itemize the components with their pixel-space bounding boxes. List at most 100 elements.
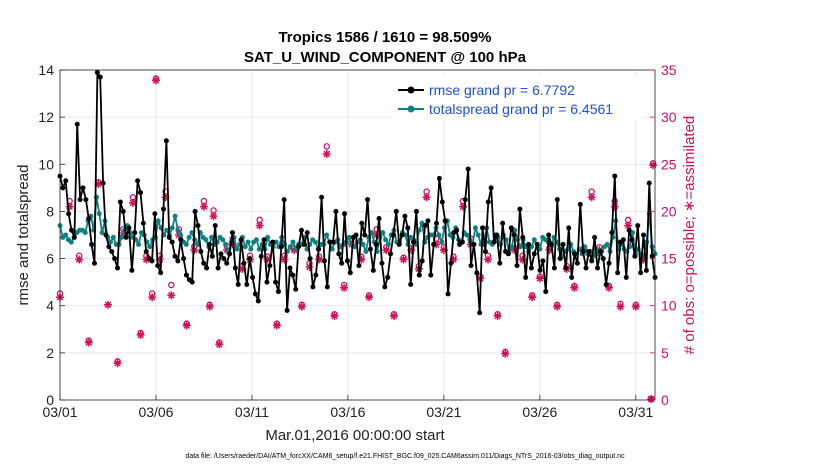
- series-point-rmse: [178, 237, 184, 243]
- series-point-rmse: [413, 208, 419, 214]
- obs-assimilated-point: [215, 340, 224, 349]
- ticks: 0 2 4 6 8 10 12 14 0 5 10 15 20 25 30 35 03/01 03/06 03/11…: [38, 62, 676, 420]
- series-point-rmse: [152, 211, 158, 217]
- series-point-rmse: [531, 251, 537, 257]
- asterisk-stroke: [553, 303, 561, 310]
- series-point-rmse: [143, 249, 149, 254]
- y-tick-label: 0: [46, 392, 54, 408]
- series-point-rmse: [370, 267, 376, 273]
- asterisk-stroke: [215, 341, 223, 348]
- series-point-rmse: [60, 185, 66, 191]
- series-point-rmse: [480, 225, 486, 231]
- series-point-rmse: [172, 253, 178, 259]
- series-point-rmse: [411, 239, 417, 245]
- x-tick-label: 03/21: [426, 404, 461, 420]
- series-point-spread: [531, 237, 537, 243]
- series-point-spread: [363, 249, 369, 254]
- series-point-spread: [164, 227, 170, 233]
- series-point-rmse: [261, 237, 267, 243]
- series-point-rmse: [595, 265, 601, 271]
- series-point-rmse: [229, 230, 235, 236]
- obs-assimilated-point: [182, 321, 191, 330]
- series-point-rmse: [310, 284, 316, 290]
- series-point-rmse: [135, 178, 141, 184]
- series-point-rmse: [537, 267, 543, 273]
- series-point-rmse: [393, 208, 399, 214]
- series-point-rmse: [528, 265, 534, 271]
- series-point-spread: [189, 230, 195, 236]
- series-point-rmse: [270, 239, 276, 245]
- series-point-rmse: [181, 256, 187, 262]
- series-point-rmse: [643, 267, 649, 273]
- series-point-rmse: [287, 265, 293, 271]
- series-point-rmse: [592, 234, 598, 240]
- obs-assimilated-point: [389, 312, 398, 321]
- series-point-rmse: [212, 223, 218, 229]
- series-point-spread: [223, 241, 229, 247]
- series-point-rmse: [373, 241, 379, 247]
- legend-rmse: rmse grand pr = 6.7792: [429, 82, 575, 98]
- series-point-spread: [186, 234, 192, 240]
- series-point-rmse: [626, 227, 632, 233]
- x-tick-label: 03/11: [235, 404, 269, 420]
- series-point-rmse: [250, 274, 256, 280]
- series-point-rmse: [474, 270, 480, 276]
- series-point-rmse: [275, 289, 281, 295]
- series-point-rmse: [497, 260, 503, 266]
- series-point-spread: [82, 230, 88, 236]
- series-point-rmse: [342, 211, 348, 217]
- series-point-rmse: [68, 227, 74, 233]
- series-point-rmse: [609, 230, 615, 236]
- series-point-rmse: [511, 232, 517, 238]
- asterisk-stroke: [382, 246, 390, 254]
- series-point-spread: [352, 244, 358, 250]
- series-point-rmse: [316, 246, 322, 252]
- series-point-spread: [203, 237, 209, 243]
- asterisk-stroke: [617, 303, 624, 310]
- series-point-rmse: [123, 234, 129, 240]
- series-point-rmse: [359, 220, 365, 226]
- series-point-rmse: [543, 289, 549, 295]
- y-right-tick-label: 5: [661, 345, 669, 361]
- series-point-rmse: [189, 279, 195, 285]
- series-point-rmse: [296, 244, 302, 250]
- series-point-spread: [209, 234, 215, 240]
- series-point-rmse: [632, 253, 638, 259]
- series-point-rmse: [580, 249, 586, 254]
- series-point-rmse: [600, 256, 606, 262]
- series-point-rmse: [244, 282, 250, 287]
- series-point-rmse: [232, 265, 238, 271]
- series-point-rmse: [290, 272, 296, 278]
- series-point-spread: [68, 239, 74, 245]
- series-point-rmse: [227, 251, 233, 257]
- obs-assimilated-point: [493, 312, 502, 321]
- y-tick-label: 14: [38, 62, 54, 78]
- series-point-rmse: [117, 199, 123, 205]
- series-point-rmse: [577, 201, 583, 207]
- series-point-rmse: [468, 263, 474, 269]
- series-point-rmse: [192, 208, 198, 214]
- series-point-rmse: [500, 220, 506, 226]
- series-point-rmse: [462, 197, 468, 203]
- series-point-rmse: [569, 274, 575, 280]
- series-point-rmse: [523, 274, 529, 280]
- series-point-rmse: [546, 232, 552, 238]
- series-point-rmse: [549, 241, 555, 247]
- asterisk-stroke: [148, 293, 156, 301]
- series-point-spread: [119, 234, 125, 240]
- series-point-rmse: [408, 282, 414, 287]
- series-point-rmse: [163, 138, 169, 144]
- series-point-rmse: [422, 223, 428, 229]
- asterisk-stroke: [273, 322, 281, 329]
- obs-assimilated-point: [528, 293, 537, 302]
- series-point-spread: [248, 246, 254, 252]
- obs-assimilated-point: [199, 202, 208, 211]
- footnote: data file: /Users/raeder/DAI/ATM_forcXX/…: [185, 453, 625, 460]
- asterisk-stroke: [137, 331, 144, 339]
- series-point-rmse: [100, 180, 106, 186]
- axes-box: [59, 69, 656, 401]
- x-tick-label: 03/16: [330, 404, 365, 420]
- series-point-rmse: [324, 284, 330, 290]
- series-point-rmse: [583, 265, 589, 271]
- asterisk-stroke: [200, 203, 208, 211]
